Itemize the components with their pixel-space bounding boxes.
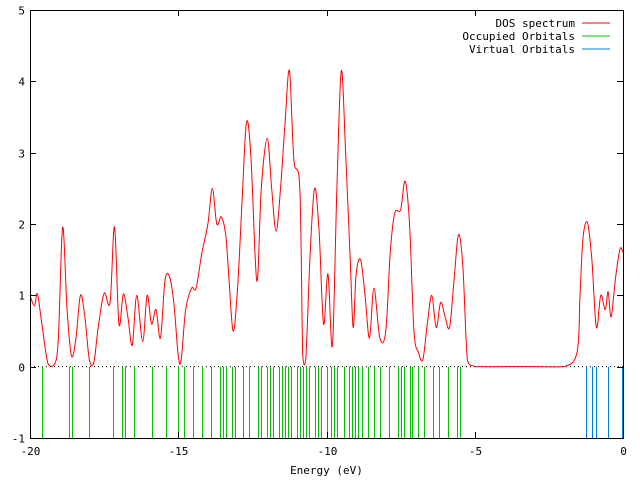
x-tick-label: -5 (469, 445, 482, 458)
x-tick-label: -15 (169, 445, 189, 458)
y-tick-label: -1 (12, 433, 25, 446)
y-tick-label: 4 (18, 76, 25, 89)
dos-spectrum-line (29, 69, 624, 368)
legend-label: Virtual Orbitals (469, 43, 575, 56)
legend-label: DOS spectrum (496, 17, 576, 30)
y-tick-label: 2 (18, 219, 25, 232)
x-tick-label: -10 (318, 445, 338, 458)
dos-curve-layer (29, 69, 624, 368)
x-tick-label: 0 (620, 445, 627, 458)
x-axis-label: Energy (eV) (290, 464, 363, 477)
y-tick-label: 1 (18, 290, 25, 303)
legend-label: Occupied Orbitals (462, 30, 575, 43)
y-tick-label: 3 (18, 148, 25, 161)
x-tick-label: -20 (21, 445, 41, 458)
y-tick-label: 0 (18, 362, 25, 375)
orbital-sticks (42, 366, 623, 438)
y-tick-label: 5 (18, 5, 25, 18)
